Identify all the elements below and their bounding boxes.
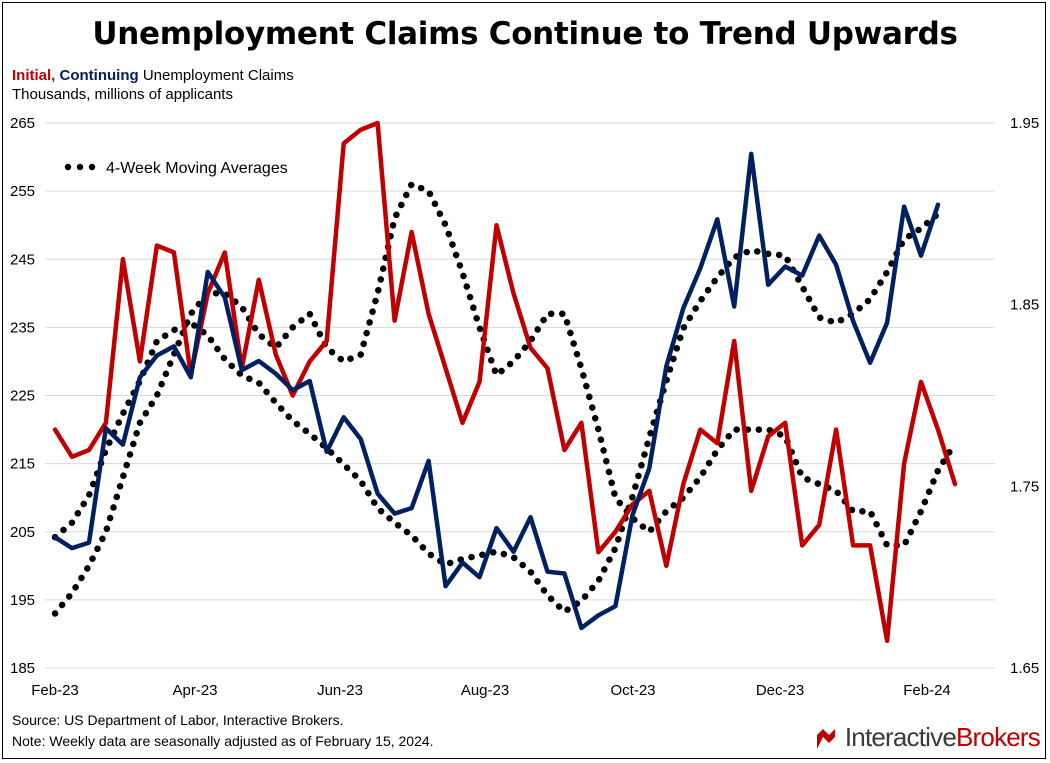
legend: 4-Week Moving Averages xyxy=(64,160,288,177)
legend-dot xyxy=(76,163,84,171)
y-left-tick-label: 205 xyxy=(10,524,35,541)
y-left-tick-label: 225 xyxy=(10,388,35,405)
series-group xyxy=(51,120,959,644)
series-initial-4wk xyxy=(51,181,959,617)
gridlines xyxy=(45,122,995,669)
x-tick-label: Oct-23 xyxy=(610,682,655,699)
x-tick-label: Feb-23 xyxy=(31,682,79,699)
series-continuing-4wk xyxy=(51,210,942,615)
y-left-tick-label: 195 xyxy=(10,592,35,609)
series-initial xyxy=(52,120,958,644)
legend-dot xyxy=(88,163,96,171)
brand-name-part1: Interactive xyxy=(844,722,957,752)
x-tick-label: Apr-23 xyxy=(172,682,217,699)
y-left-tick-label: 185 xyxy=(10,660,35,677)
y-left-tick-label: 215 xyxy=(10,456,35,473)
subtitle-rest: Unemployment Claims xyxy=(142,67,294,84)
x-tick-label: Dec-23 xyxy=(756,682,804,699)
x-axis: Feb-23 Apr-23 Jun-23 Aug-23 Oct-23 Dec-23 Feb-… xyxy=(31,682,951,699)
y-right-tick-label: 1.65 xyxy=(1010,660,1039,677)
y-axis-left: 185 195 205 215 225 235 245 255 265 xyxy=(10,115,35,677)
legend-dot xyxy=(64,163,72,171)
chart-subtitle: Initial, Continuing Unemployment Claims … xyxy=(12,66,294,104)
series-continuing xyxy=(52,151,941,631)
legend-label: 4-Week Moving Averages xyxy=(106,160,288,177)
x-tick-label: Feb-24 xyxy=(903,682,951,699)
y-left-tick-label: 265 xyxy=(10,115,35,132)
subtitle-initial: Initial, xyxy=(12,67,56,84)
brand-mark-icon xyxy=(816,728,835,749)
y-left-tick-label: 245 xyxy=(10,251,35,268)
y-right-tick-label: 1.85 xyxy=(1010,297,1039,314)
brand-logo: Interactive Brokers xyxy=(815,722,1041,753)
y-left-tick-label: 255 xyxy=(10,183,35,200)
chart-title: Unemployment Claims Continue to Trend Up… xyxy=(92,16,958,52)
y-left-tick-label: 235 xyxy=(10,319,35,336)
x-tick-label: Jun-23 xyxy=(317,682,363,699)
chart-footer: Source: US Department of Labor, Interact… xyxy=(12,710,434,752)
source-note: Source: US Department of Labor, Interact… xyxy=(12,712,344,728)
x-tick-label: Aug-23 xyxy=(461,682,509,699)
subtitle-units: Thousands, millions of applicants xyxy=(12,86,233,103)
subtitle-continuing: Continuing xyxy=(59,67,139,84)
y-axis-right: 1.65 1.75 1.85 1.95 xyxy=(1010,115,1039,677)
y-right-tick-label: 1.75 xyxy=(1010,478,1039,495)
y-right-tick-label: 1.95 xyxy=(1010,115,1039,132)
data-note: Note: Weekly data are seasonally adjuste… xyxy=(12,733,434,749)
brand-name-part2: Brokers xyxy=(956,722,1041,752)
